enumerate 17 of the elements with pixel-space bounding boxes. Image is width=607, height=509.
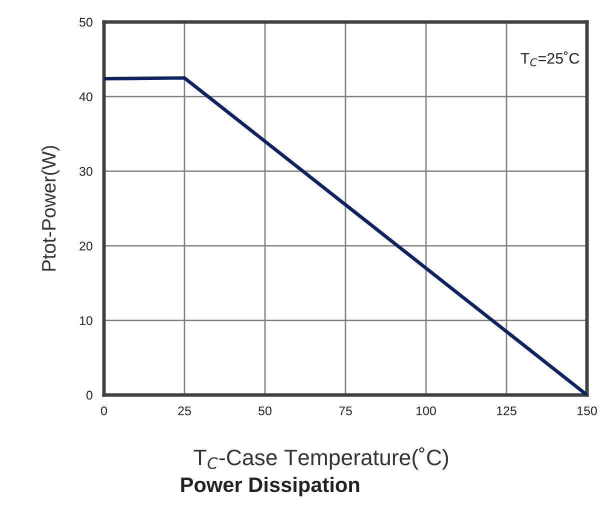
x-tick-label: 150 bbox=[578, 406, 597, 416]
x-tick-label: 75 bbox=[339, 406, 352, 416]
y-tick-label: 40 bbox=[79, 92, 92, 102]
text: Power Dissipation bbox=[181, 476, 360, 496]
y-tick-label: 30 bbox=[79, 167, 92, 176]
y-tick-label: 50 bbox=[79, 18, 92, 27]
y-tick-label: 20 bbox=[80, 242, 92, 250]
x-tick-label: 0 bbox=[101, 406, 107, 416]
x-tick-label: 125 bbox=[497, 406, 516, 416]
x-tick-label: 100 bbox=[416, 406, 436, 416]
annotation: T$_{C}$=25˚C bbox=[520, 51, 580, 66]
x-axis-title: T$_{C}$-Case Temperature(˚C) bbox=[194, 447, 448, 470]
x-tick-label: 25 bbox=[178, 406, 191, 416]
y-tick-label: 0 bbox=[86, 390, 92, 400]
y-tick-label: 10 bbox=[80, 316, 92, 326]
x-tick-label: 50 bbox=[258, 406, 272, 416]
y-axis-title: Ptot-Power(W) bbox=[41, 146, 60, 271]
